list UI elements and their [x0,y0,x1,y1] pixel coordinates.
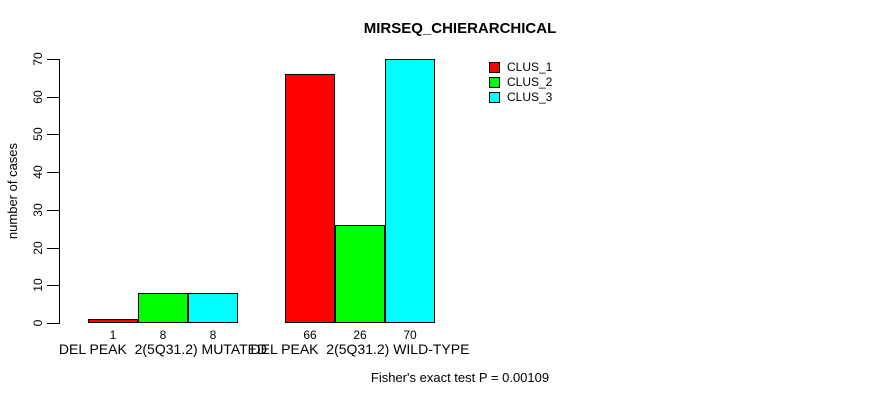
legend-item-clus_2: CLUS_2 [489,76,552,88]
legend-swatch-icon [489,91,500,103]
legend-swatch-icon [489,61,500,73]
footer-note: Fisher's exact test P = 0.00109 [370,370,550,385]
y-tick-label: 20 [31,241,45,255]
category-label: DEL PEAK 2(5Q31.2) WILD-TYPE [250,341,470,357]
y-axis-title: number of cases [5,142,20,240]
y-tick-label: 50 [31,127,45,141]
y-tick-mark [47,97,59,98]
legend-swatch-icon [489,76,500,88]
bar-clus_3-group1 [188,293,238,323]
y-tick-label: 0 [31,319,45,327]
y-tick-mark [47,285,59,286]
bar-value-label: 70 [403,328,417,342]
y-tick-mark [47,323,59,324]
bar-value-label: 8 [159,328,167,342]
legend-label: CLUS_3 [507,90,553,104]
legend-item-clus_3: CLUS_3 [489,91,552,103]
bar-value-label: 8 [209,328,217,342]
bar-clus_1-group2 [285,74,335,323]
bar-value-label: 66 [303,328,317,342]
bar-clus_3-group2 [385,59,435,323]
bar-value-label: 1 [109,328,117,342]
legend-label: CLUS_2 [507,75,553,89]
bar-clus_2-group2 [335,225,385,323]
y-tick-label: 30 [31,203,45,217]
bar-value-label: 26 [353,328,367,342]
chart-title: MIRSEQ_CHIERARCHICAL [363,20,557,37]
y-tick-mark [47,134,59,135]
y-tick-mark [47,59,59,60]
y-axis-line [59,59,60,324]
bar-clus_1-group1 [88,319,138,323]
y-tick-mark [47,248,59,249]
y-tick-mark [47,210,59,211]
y-tick-label: 60 [31,90,45,104]
y-tick-label: 40 [31,165,45,179]
y-tick-label: 70 [31,52,45,66]
y-tick-label: 10 [31,278,45,292]
legend-item-clus_1: CLUS_1 [489,61,552,73]
y-tick-mark [47,172,59,173]
category-label: DEL PEAK 2(5Q31.2) MUTATED [58,341,268,357]
bar-clus_2-group1 [138,293,188,323]
legend: CLUS_1 CLUS_2 CLUS_3 [489,61,552,103]
legend-label: CLUS_1 [507,60,553,74]
